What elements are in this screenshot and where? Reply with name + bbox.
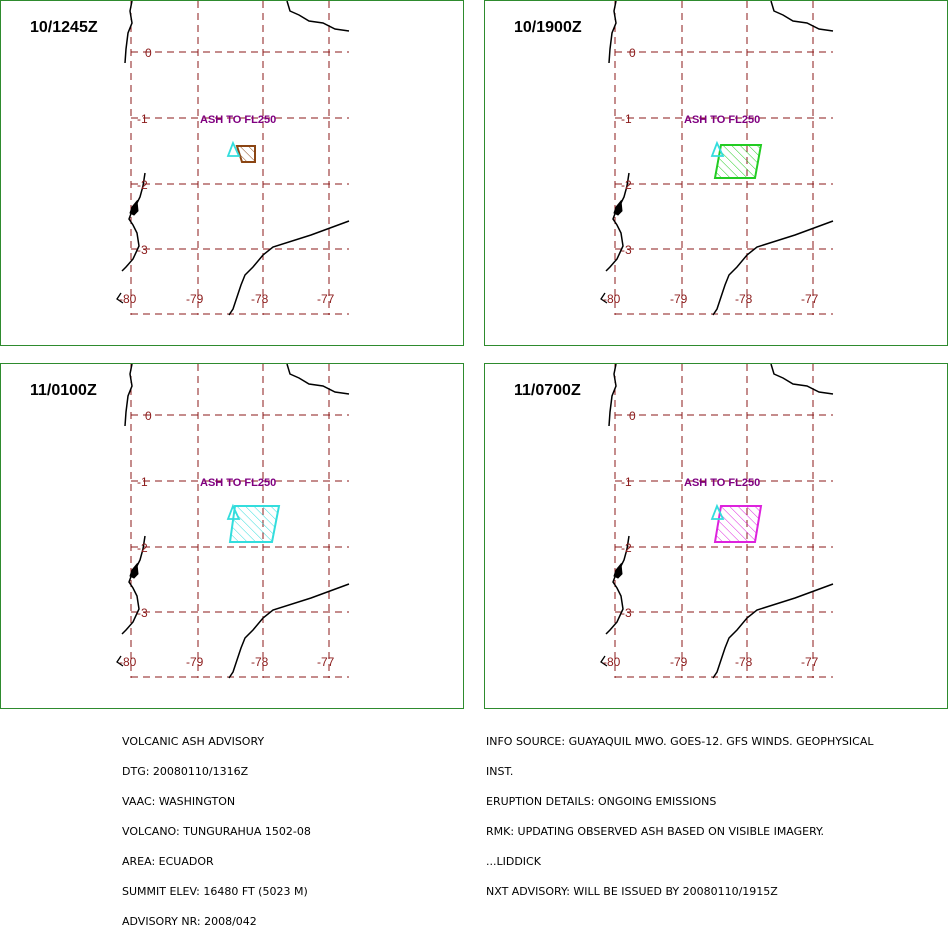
coastline — [600, 655, 608, 667]
lon-label: -80 — [119, 655, 137, 669]
panel-time-label: 11/0700Z — [514, 382, 581, 399]
coastline — [286, 1, 350, 32]
island — [613, 562, 623, 579]
lat-label: -3 — [137, 606, 148, 620]
volcano-icon — [226, 140, 241, 157]
lon-label: -79 — [186, 655, 204, 669]
advisory-line: DTG: 20080110/1316Z — [122, 765, 249, 778]
island — [129, 562, 139, 579]
ash-label: ASH TO FL250 — [200, 114, 276, 126]
advisory-line: SUMMIT ELEV: 16480 FT (5023 M) — [122, 885, 308, 898]
lat-label: 0 — [629, 409, 636, 423]
advisory-left-block: VOLCANIC ASH ADVISORY DTG: 20080110/1316… — [122, 717, 311, 937]
lat-label: -1 — [137, 112, 148, 126]
coastline — [605, 364, 630, 635]
volcano-icon — [226, 503, 241, 520]
map-panel-3: 0 -1 -2 -3 -80 -79 -78 -77 ASH TO FL250 11/0100Z — [0, 363, 464, 709]
panel-time-label: 10/1245Z — [30, 19, 98, 36]
coastline — [770, 1, 834, 32]
coastline — [116, 655, 124, 667]
advisory-line: ADVISORY NR: 2008/042 — [122, 915, 257, 928]
coastline — [116, 292, 124, 304]
lat-label: 0 — [145, 409, 152, 423]
advisory-line: ...LIDDICK — [486, 855, 541, 868]
advisory-line: VAAC: WASHINGTON — [122, 795, 236, 808]
volcano-icon — [710, 503, 725, 520]
border-line — [228, 220, 350, 316]
ash-label: ASH TO FL250 — [684, 477, 760, 489]
lat-label: -1 — [137, 475, 148, 489]
lon-label: -78 — [735, 655, 753, 669]
lat-label: -1 — [621, 112, 632, 126]
lon-label: -78 — [735, 292, 753, 306]
lat-label: -2 — [621, 541, 632, 555]
map-canvas: 0 -1 -2 -3 -80 -79 -78 -77 ASH TO FL250 — [600, 364, 834, 679]
border-line — [228, 583, 350, 679]
lon-label: -79 — [186, 292, 204, 306]
advisory-line: VOLCANIC ASH ADVISORY — [122, 735, 265, 748]
lat-label: 0 — [145, 46, 152, 60]
ash-label: ASH TO FL250 — [684, 114, 760, 126]
lon-label: -77 — [801, 655, 819, 669]
advisory-line: ERUPTION DETAILS: ONGOING EMISSIONS — [486, 795, 717, 808]
border-line — [712, 220, 834, 316]
island — [129, 199, 139, 216]
lon-label: -80 — [603, 655, 621, 669]
coastline — [770, 364, 834, 395]
lon-label: -78 — [251, 292, 269, 306]
lat-label: -3 — [137, 243, 148, 257]
lon-label: -77 — [317, 292, 335, 306]
advisory-line: INFO SOURCE: GUAYAQUIL MWO. GOES-12. GFS… — [486, 735, 874, 748]
lon-label: -77 — [317, 655, 335, 669]
coastline — [605, 1, 630, 272]
map-panel-4: 0 -1 -2 -3 -80 -79 -78 -77 ASH TO FL250 11/0700Z — [484, 363, 948, 709]
border-line — [712, 583, 834, 679]
lat-label: -1 — [621, 475, 632, 489]
advisory-line: AREA: ECUADOR — [122, 855, 214, 868]
lat-label: -3 — [621, 606, 632, 620]
advisory-line: INST. — [486, 765, 514, 778]
map-panel-2: 0 -1 -2 -3 -80 -79 -78 -77 ASH TO FL250 10/1900Z — [484, 0, 948, 346]
lon-label: -79 — [670, 655, 688, 669]
panel-time-label: 11/0100Z — [30, 382, 97, 399]
ash-cloud-polygon — [713, 144, 763, 179]
ash-cloud-polygon — [235, 145, 256, 163]
lon-label: -78 — [251, 655, 269, 669]
advisory-right-block: INFO SOURCE: GUAYAQUIL MWO. GOES-12. GFS… — [486, 717, 874, 907]
coastline — [121, 364, 146, 635]
map-canvas: 0 -1 -2 -3 -80 -79 -78 -77 ASH TO FL250 — [116, 1, 350, 316]
lon-label: -80 — [119, 292, 137, 306]
lon-label: -79 — [670, 292, 688, 306]
map-canvas: 0 -1 -2 -3 -80 -79 -78 -77 ASH TO FL250 — [116, 364, 350, 679]
ash-label: ASH TO FL250 — [200, 477, 276, 489]
lat-label: -3 — [621, 243, 632, 257]
ash-cloud-polygon — [228, 505, 281, 543]
coastline — [600, 292, 608, 304]
volcano-icon — [710, 140, 725, 157]
coastline — [121, 1, 146, 272]
lat-label: 0 — [629, 46, 636, 60]
advisory-line: RMK: UPDATING OBSERVED ASH BASED ON VISI… — [486, 825, 825, 838]
map-panel-1: 0 -1 -2 -3 -80 -79 -78 -77 ASH TO FL250 10/1245Z — [0, 0, 464, 346]
lon-label: -80 — [603, 292, 621, 306]
coastline — [286, 364, 350, 395]
lat-label: -2 — [137, 541, 148, 555]
map-canvas: 0 -1 -2 -3 -80 -79 -78 -77 ASH TO FL250 — [600, 1, 834, 316]
ash-cloud-polygon — [713, 505, 763, 543]
panel-time-label: 10/1900Z — [514, 19, 582, 36]
lat-label: -2 — [621, 178, 632, 192]
advisory-line: NXT ADVISORY: WILL BE ISSUED BY 20080110… — [486, 885, 778, 898]
lat-label: -2 — [137, 178, 148, 192]
advisory-line: VOLCANO: TUNGURAHUA 1502-08 — [122, 825, 311, 838]
lon-label: -77 — [801, 292, 819, 306]
island — [613, 199, 623, 216]
